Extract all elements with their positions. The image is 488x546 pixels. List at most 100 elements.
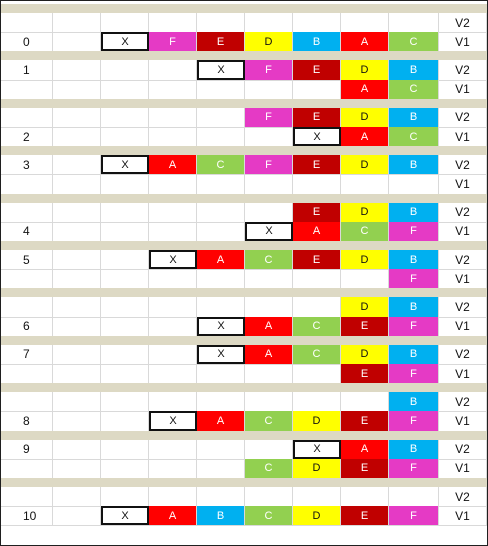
empty-cell[interactable] [101, 316, 149, 336]
version-label-cell[interactable]: V1 [439, 79, 487, 99]
row-number-cell[interactable] [1, 269, 53, 289]
block-cell-b[interactable]: B [389, 202, 439, 222]
block-cell-x[interactable]: X [293, 439, 341, 459]
empty-cell[interactable] [101, 250, 149, 270]
empty-cell[interactable] [341, 13, 389, 33]
empty-cell[interactable] [245, 392, 293, 412]
empty-cell[interactable] [53, 364, 101, 384]
empty-cell[interactable] [101, 344, 149, 364]
block-cell-x[interactable]: X [197, 60, 245, 80]
block-cell-c[interactable]: C [389, 79, 439, 99]
empty-cell[interactable] [149, 107, 197, 127]
block-cell-a[interactable]: A [341, 127, 389, 147]
empty-cell[interactable] [149, 13, 197, 33]
block-cell-c[interactable]: C [197, 155, 245, 175]
empty-cell[interactable] [293, 297, 341, 317]
block-cell-d[interactable]: D [341, 344, 389, 364]
empty-cell[interactable] [53, 174, 101, 194]
empty-cell[interactable] [53, 392, 101, 412]
version-label-cell[interactable]: V2 [439, 344, 487, 364]
empty-cell[interactable] [341, 487, 389, 507]
version-label-cell[interactable]: V1 [439, 221, 487, 241]
block-cell-e[interactable]: E [341, 458, 389, 478]
block-cell-b[interactable]: B [389, 439, 439, 459]
empty-cell[interactable] [245, 487, 293, 507]
row-number-cell[interactable]: 3 [1, 155, 53, 175]
empty-cell[interactable] [101, 269, 149, 289]
empty-cell[interactable] [101, 221, 149, 241]
block-cell-x[interactable]: X [197, 344, 245, 364]
version-label-cell[interactable]: V2 [439, 107, 487, 127]
block-cell-d[interactable]: D [245, 32, 293, 52]
empty-cell[interactable] [149, 458, 197, 478]
block-cell-a[interactable]: A [341, 439, 389, 459]
block-cell-f[interactable]: F [389, 316, 439, 336]
empty-cell[interactable] [389, 174, 439, 194]
empty-cell[interactable] [245, 364, 293, 384]
empty-cell[interactable] [245, 174, 293, 194]
block-cell-b[interactable]: B [293, 32, 341, 52]
empty-cell[interactable] [245, 439, 293, 459]
block-cell-f[interactable]: F [389, 364, 439, 384]
row-number-cell[interactable] [1, 79, 53, 99]
empty-cell[interactable] [53, 155, 101, 175]
row-number-cell[interactable] [1, 13, 53, 33]
block-cell-d[interactable]: D [341, 155, 389, 175]
block-cell-b[interactable]: B [389, 297, 439, 317]
empty-cell[interactable] [341, 392, 389, 412]
block-cell-b[interactable]: B [389, 107, 439, 127]
empty-cell[interactable] [53, 458, 101, 478]
block-cell-b[interactable]: B [389, 155, 439, 175]
empty-cell[interactable] [53, 32, 101, 52]
empty-cell[interactable] [53, 411, 101, 431]
block-cell-x[interactable]: X [101, 32, 149, 52]
row-number-cell[interactable] [1, 364, 53, 384]
block-cell-e[interactable]: E [293, 202, 341, 222]
block-cell-x[interactable]: X [293, 127, 341, 147]
empty-cell[interactable] [149, 60, 197, 80]
empty-cell[interactable] [197, 458, 245, 478]
empty-cell[interactable] [197, 392, 245, 412]
row-number-cell[interactable] [1, 174, 53, 194]
block-cell-x[interactable]: X [197, 316, 245, 336]
block-cell-a[interactable]: A [245, 316, 293, 336]
empty-cell[interactable] [197, 202, 245, 222]
empty-cell[interactable] [293, 269, 341, 289]
block-cell-d[interactable]: D [341, 297, 389, 317]
block-cell-a[interactable]: A [149, 155, 197, 175]
empty-cell[interactable] [101, 411, 149, 431]
empty-cell[interactable] [149, 79, 197, 99]
row-number-cell[interactable] [1, 458, 53, 478]
empty-cell[interactable] [101, 458, 149, 478]
block-cell-d[interactable]: D [341, 60, 389, 80]
block-cell-a[interactable]: A [245, 344, 293, 364]
block-cell-c[interactable]: C [293, 344, 341, 364]
version-label-cell[interactable]: V2 [439, 60, 487, 80]
empty-cell[interactable] [149, 269, 197, 289]
empty-cell[interactable] [149, 344, 197, 364]
block-cell-c[interactable]: C [293, 316, 341, 336]
empty-cell[interactable] [101, 60, 149, 80]
empty-cell[interactable] [53, 127, 101, 147]
block-cell-a[interactable]: A [293, 221, 341, 241]
empty-cell[interactable] [389, 13, 439, 33]
block-cell-a[interactable]: A [149, 506, 197, 526]
row-number-cell[interactable]: 0 [1, 32, 53, 52]
block-cell-f[interactable]: F [389, 221, 439, 241]
empty-cell[interactable] [101, 107, 149, 127]
empty-cell[interactable] [101, 127, 149, 147]
block-cell-c[interactable]: C [389, 32, 439, 52]
block-cell-a[interactable]: A [341, 79, 389, 99]
block-cell-d[interactable]: D [293, 506, 341, 526]
block-cell-f[interactable]: F [245, 60, 293, 80]
empty-cell[interactable] [293, 487, 341, 507]
empty-cell[interactable] [197, 297, 245, 317]
block-cell-b[interactable]: B [197, 506, 245, 526]
block-cell-a[interactable]: A [341, 32, 389, 52]
empty-cell[interactable] [53, 202, 101, 222]
empty-cell[interactable] [101, 392, 149, 412]
row-number-cell[interactable] [1, 487, 53, 507]
row-number-cell[interactable]: 9 [1, 439, 53, 459]
version-label-cell[interactable]: V1 [439, 127, 487, 147]
block-cell-b[interactable]: B [389, 344, 439, 364]
